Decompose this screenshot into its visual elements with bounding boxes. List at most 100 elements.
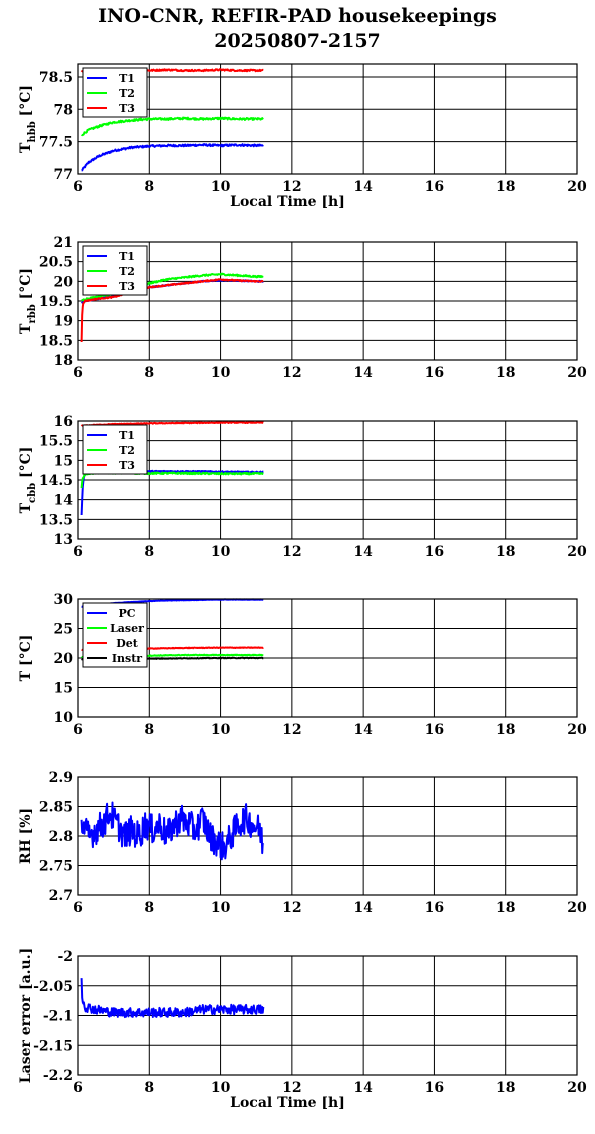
x-tick-label: 16: [425, 365, 444, 381]
y-axis-label: Thbb [°C]: [18, 85, 38, 153]
chart-panel-4: 6 8 10 12 14 16 18 20 10 15 20 25 30 T [°C] PC Laser Det…: [18, 592, 587, 738]
y-tick-label: -2.05: [33, 979, 73, 995]
x-tick-label: 16: [425, 179, 444, 195]
x-tick-label: 12: [282, 365, 301, 381]
series-line-t1: [81, 143, 264, 172]
series-line-t1: [80, 469, 264, 516]
series-line-data: [80, 801, 265, 861]
y-tick-label: 2.8: [49, 829, 73, 845]
y-axis-label: Laser error [a.u.]: [18, 948, 34, 1083]
x-tick-label: 8: [144, 722, 154, 738]
y-tick-label: 15: [54, 453, 73, 469]
y-tick-label: 20.5: [39, 255, 73, 271]
y-tick-label: 77.5: [39, 135, 73, 151]
x-tick-label: 18: [496, 544, 515, 560]
y-tick-label: -2.15: [33, 1038, 73, 1054]
y-tick-label: 13.5: [39, 512, 73, 528]
legend-label: T1: [119, 250, 135, 263]
legend-label: Laser: [110, 622, 144, 635]
x-tick-label: 20: [567, 1080, 587, 1096]
y-tick-label: 19: [54, 314, 73, 330]
x-tick-label: 20: [567, 544, 587, 560]
y-tick-label: 78: [54, 102, 73, 118]
x-tick-label: 12: [282, 179, 301, 195]
y-tick-label: 20: [54, 651, 74, 667]
y-tick-label: 20: [54, 274, 74, 290]
legend-label: T3: [119, 102, 135, 115]
x-tick-label: 16: [425, 1080, 444, 1096]
x-tick-label: 10: [211, 722, 231, 738]
x-tick-label: 8: [144, 1080, 154, 1096]
x-tick-label: 6: [73, 900, 83, 916]
legend-label: T3: [119, 280, 135, 293]
y-tick-label: 2.75: [39, 859, 73, 875]
y-tick-label: 18: [54, 353, 73, 369]
y-tick-label: 15.5: [39, 434, 73, 450]
plot-frame: [77, 63, 578, 175]
x-tick-label: 20: [567, 722, 587, 738]
chart-title-line2: 20250807-2157: [214, 30, 381, 52]
x-tick-label: 8: [144, 900, 154, 916]
x-tick-label: 8: [144, 544, 154, 560]
plot-frame: [77, 776, 578, 896]
x-tick-label: 12: [282, 1080, 301, 1096]
y-tick-label: 2.7: [49, 888, 73, 904]
x-tick-label: 20: [567, 365, 587, 381]
chart-panel-1: 6 8 10 12 14 16 18 20 77 77.5 78 78.5 Local Time [h]…: [18, 63, 587, 210]
y-axis-label: RH [%]: [18, 808, 34, 864]
x-axis-label: Local Time [h]: [230, 194, 345, 210]
x-tick-label: 10: [211, 365, 231, 381]
x-tick-label: 20: [567, 179, 587, 195]
y-tick-label: 13: [54, 532, 73, 548]
x-tick-label: 18: [496, 900, 515, 916]
chart-panel-5: 6 8 10 12 14 16 18 20 2.7 2.75 2.8 2.85 2.9 RH [%]: [18, 770, 587, 916]
x-tick-label: 6: [73, 544, 83, 560]
legend-label: T2: [119, 265, 135, 278]
x-tick-label: 18: [496, 179, 515, 195]
x-tick-label: 10: [211, 544, 231, 560]
x-tick-label: 14: [353, 722, 373, 738]
y-tick-label: 77: [54, 167, 73, 183]
legend-label: T2: [119, 87, 135, 100]
x-tick-label: 16: [425, 544, 444, 560]
chart-panel-3: 6 8 10 12 14 16 18 20 13 13.5 14 14.5 15 15.5 16 Tcbb […: [18, 414, 587, 560]
y-axis-label: Tcbb [°C]: [18, 447, 38, 514]
y-tick-label: 14: [54, 493, 74, 509]
y-tick-label: 14.5: [39, 473, 73, 489]
y-tick-label: 18.5: [39, 333, 73, 349]
x-tick-label: 6: [73, 179, 83, 195]
x-tick-label: 12: [282, 900, 301, 916]
x-tick-label: 6: [73, 365, 83, 381]
x-tick-label: 16: [425, 722, 444, 738]
chart-panel-6: 6 8 10 12 14 16 18 20 -2.2 -2.15 -2.1 -2.05 -2 Local …: [18, 948, 587, 1111]
x-tick-label: 6: [73, 1080, 83, 1096]
x-tick-label: 10: [211, 900, 231, 916]
series-line-data: [80, 978, 265, 1019]
x-tick-label: 12: [282, 544, 301, 560]
y-tick-label: 10: [54, 710, 74, 726]
x-tick-label: 8: [144, 365, 154, 381]
y-tick-label: 15: [54, 681, 73, 697]
plot-frame: [77, 598, 578, 718]
x-tick-label: 14: [353, 544, 373, 560]
y-tick-label: 21: [54, 235, 73, 251]
chart-title: INO-CNR, REFIR-PAD housekeepings 2025080…: [0, 4, 595, 54]
series-line-t3: [80, 421, 264, 427]
y-tick-label: -2: [57, 949, 73, 965]
x-tick-label: 18: [496, 722, 515, 738]
x-tick-label: 6: [73, 722, 83, 738]
x-tick-label: 18: [496, 365, 515, 381]
legend-label: T1: [119, 429, 135, 442]
y-tick-label: 16: [54, 414, 73, 430]
x-tick-label: 8: [144, 179, 154, 195]
y-tick-label: 2.85: [39, 800, 73, 816]
plot-frame: [77, 955, 578, 1076]
legend-label: PC: [118, 607, 135, 620]
x-tick-label: 10: [211, 1080, 231, 1096]
x-axis-label: Local Time [h]: [230, 1095, 345, 1111]
y-tick-label: 19.5: [39, 294, 73, 310]
x-tick-label: 12: [282, 722, 301, 738]
y-tick-label: -2.1: [43, 1009, 73, 1025]
x-tick-label: 10: [211, 179, 231, 195]
